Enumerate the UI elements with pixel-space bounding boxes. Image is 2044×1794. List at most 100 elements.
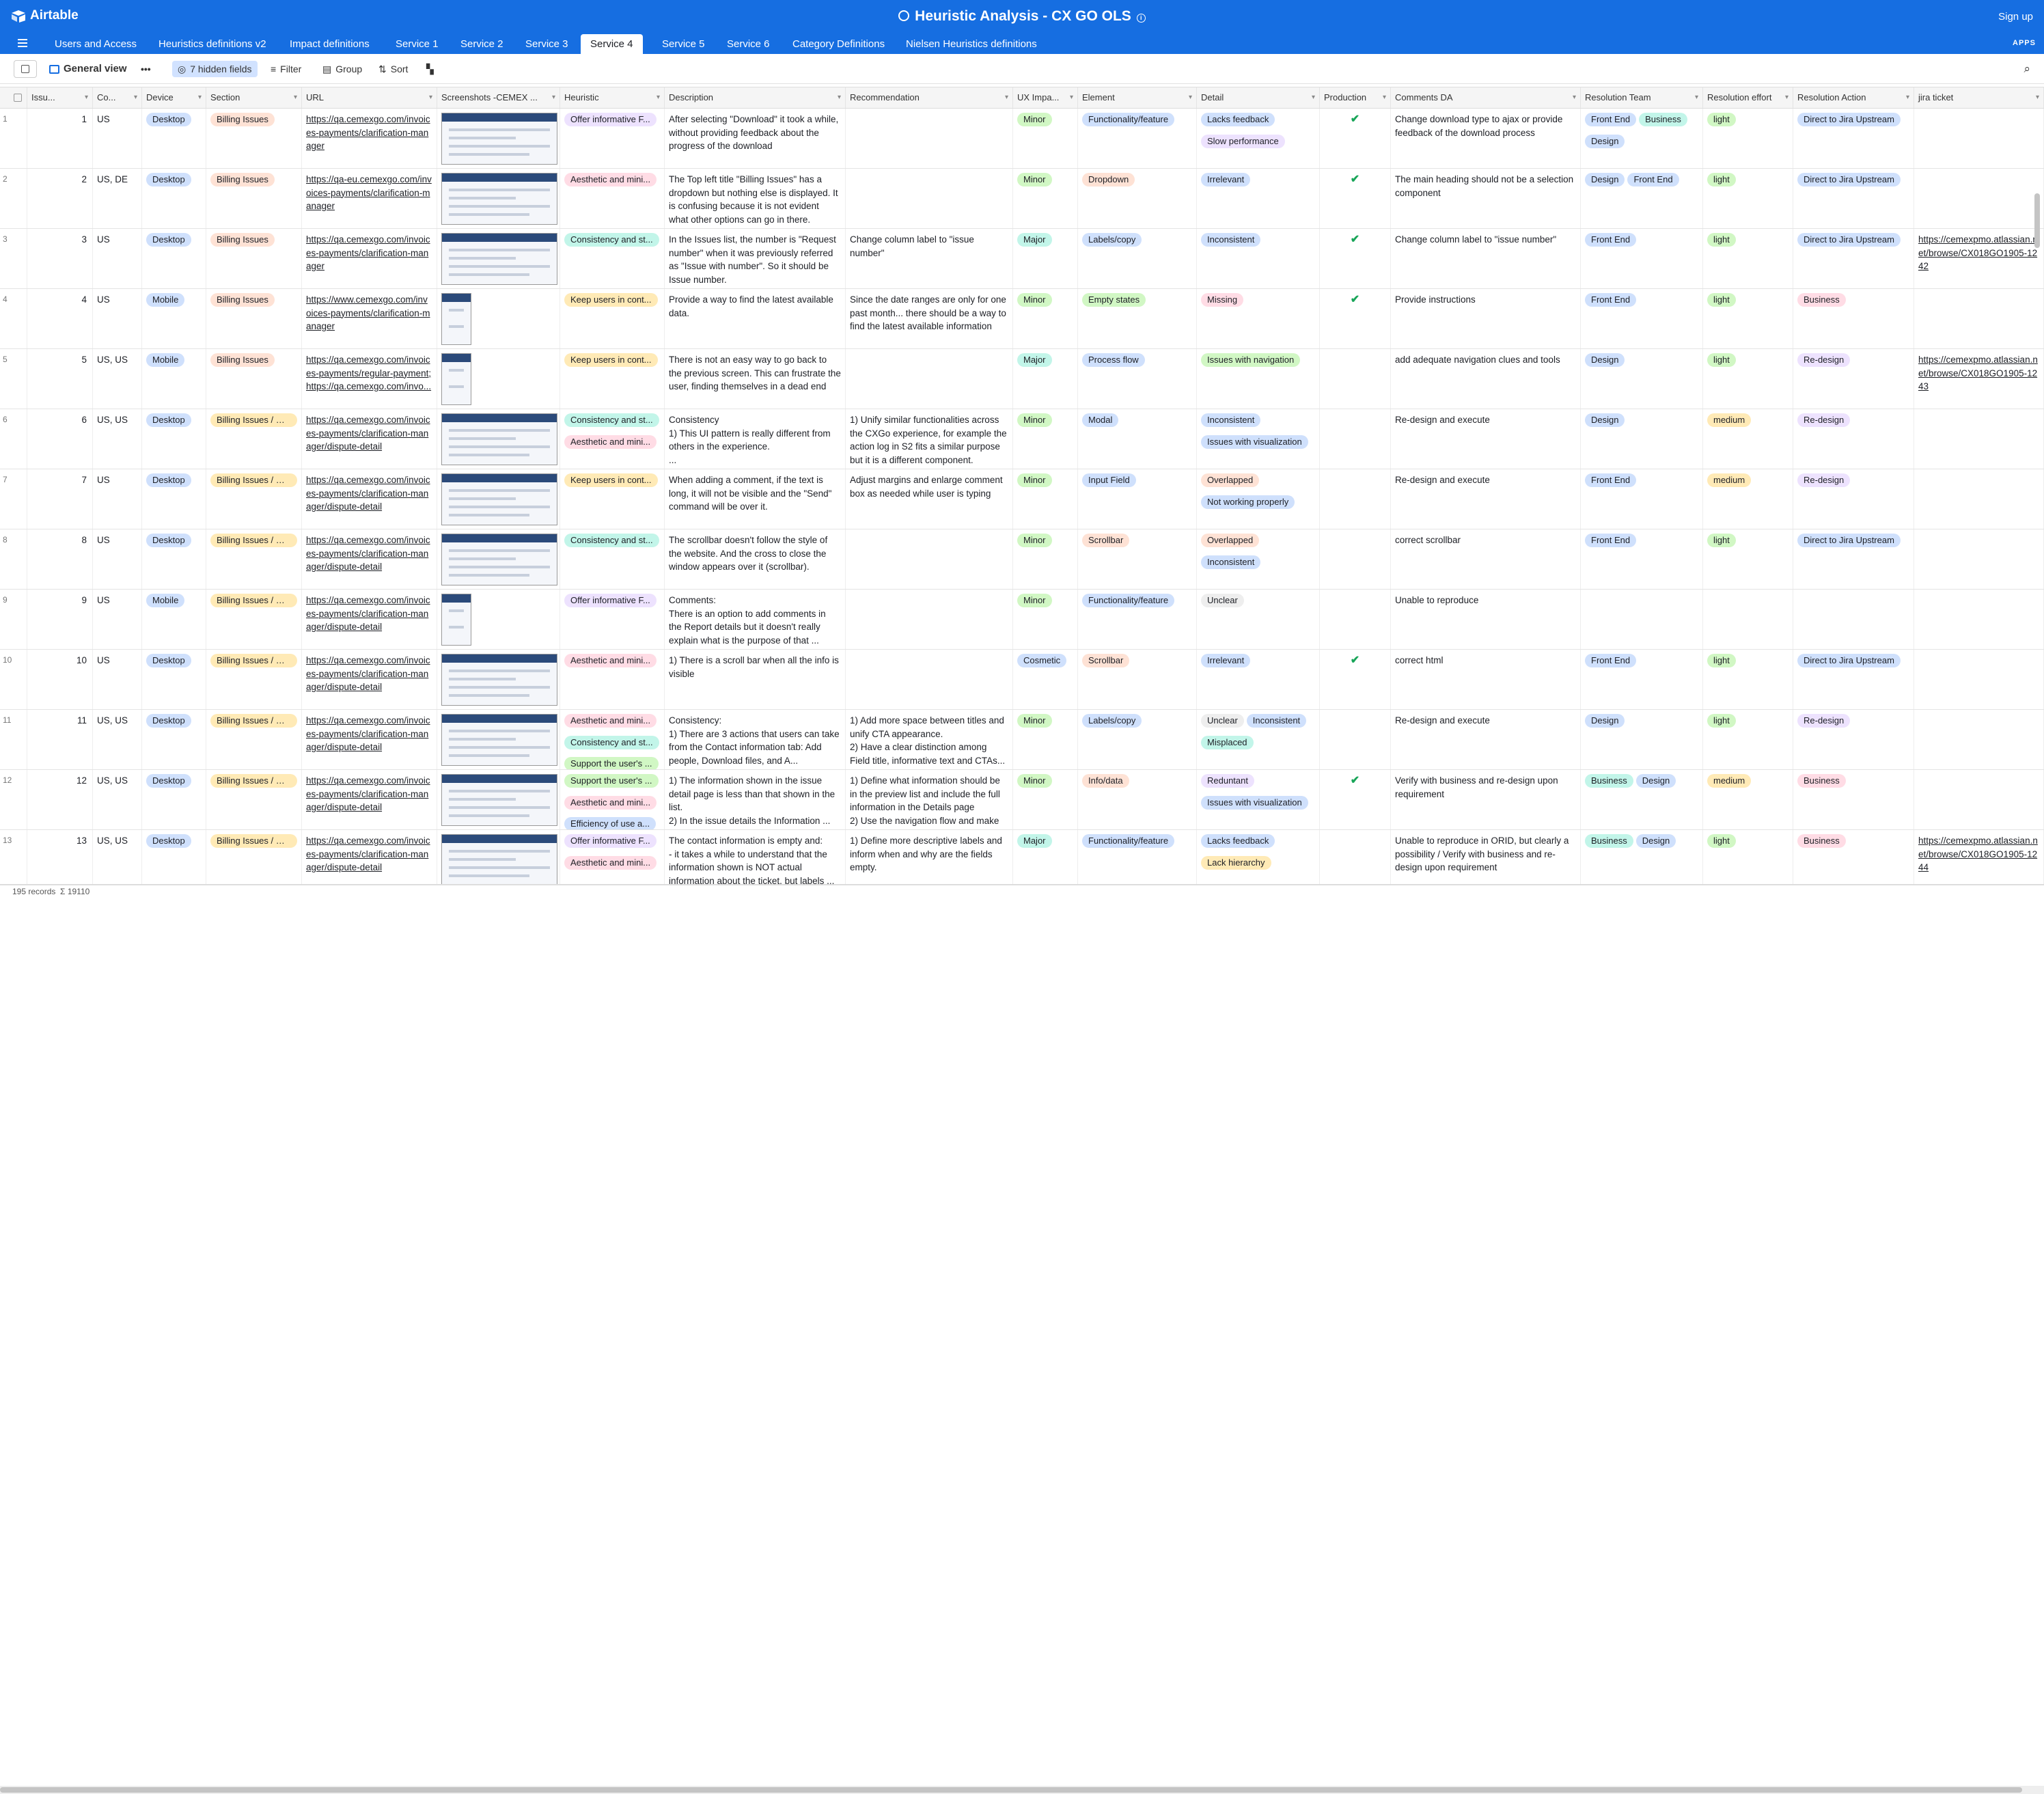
jira-ticket-cell[interactable] [1914, 710, 2044, 769]
jira-ticket-cell[interactable]: https://cemexpmo.atlassian.net/browse/CX… [1914, 229, 2044, 288]
column-header[interactable]: UX Impa... [1013, 87, 1078, 108]
url-cell[interactable]: https://qa.cemexgo.com/invoices-payments… [302, 710, 437, 769]
issue-cell[interactable]: 4 [27, 289, 93, 348]
url-link[interactable]: https://qa.cemexgo.com/invoices-payments… [306, 715, 430, 752]
detail-cell[interactable]: Unclear [1197, 590, 1320, 649]
device-cell[interactable]: Mobile [142, 349, 206, 409]
description-cell[interactable]: Comments: There is an option to add comm… [665, 590, 846, 649]
resolution-action-cell[interactable] [1793, 590, 1914, 649]
jira-ticket-cell[interactable] [1914, 289, 2044, 348]
search-icon[interactable]: ⌕ [2024, 62, 2030, 75]
tab-service-2[interactable]: Service 2 [460, 38, 503, 50]
comments-cell[interactable]: Provide instructions [1391, 289, 1581, 348]
production-cell[interactable]: ✔ [1320, 650, 1391, 709]
section-cell[interactable]: Billing Issues [206, 349, 302, 409]
resolution-action-cell[interactable]: Re-design [1793, 710, 1914, 769]
device-cell[interactable]: Desktop [142, 469, 206, 529]
column-header[interactable]: Comments DA [1391, 87, 1581, 108]
resolution-effort-cell[interactable]: light [1703, 710, 1793, 769]
screenshot-thumbnail[interactable] [441, 714, 557, 766]
column-header[interactable]: Resolution Team [1581, 87, 1703, 108]
resolution-effort-cell[interactable]: medium [1703, 770, 1793, 829]
url-cell[interactable]: https://qa.cemexgo.com/invoices-payments… [302, 109, 437, 168]
comments-cell[interactable]: Change column label to "issue number" [1391, 229, 1581, 288]
url-cell[interactable]: https://qa.cemexgo.com/invoices-payments… [302, 469, 437, 529]
comments-cell[interactable]: Verify with business and re-design upon … [1391, 770, 1581, 829]
detail-cell[interactable]: Issues with navigation [1197, 349, 1320, 409]
device-cell[interactable]: Desktop [142, 109, 206, 168]
country-cell[interactable]: US [93, 469, 142, 529]
issue-cell[interactable]: 10 [27, 650, 93, 709]
url-link[interactable]: https://qa.cemexgo.com/invoices-payments… [306, 836, 430, 872]
resolution-effort-cell[interactable] [1703, 590, 1793, 649]
url-cell[interactable]: https://qa.cemexgo.com/invoices-payments… [302, 650, 437, 709]
description-cell[interactable]: The scrollbar doesn't follow the style o… [665, 529, 846, 589]
issue-cell[interactable]: 8 [27, 529, 93, 589]
screenshot-thumbnail[interactable] [441, 834, 557, 884]
ux-impact-cell[interactable]: Minor [1013, 710, 1078, 769]
resolution-team-cell[interactable]: Design [1581, 409, 1703, 469]
comments-cell[interactable]: correct scrollbar [1391, 529, 1581, 589]
jira-ticket-cell[interactable] [1914, 529, 2044, 589]
comments-cell[interactable]: Change download type to ajax or provide … [1391, 109, 1581, 168]
screenshot-cell[interactable] [437, 169, 560, 228]
tab-category-definitions[interactable]: Category Definitions [792, 38, 885, 50]
screenshot-cell[interactable] [437, 650, 560, 709]
element-cell[interactable]: Labels/copy [1078, 229, 1197, 288]
url-link[interactable]: https://qa.cemexgo.com/invoices-payments… [306, 655, 430, 692]
resolution-action-cell[interactable]: Direct to Jira Upstream [1793, 109, 1914, 168]
tab-service-1[interactable]: Service 1 [396, 38, 439, 50]
recommendation-cell[interactable] [846, 169, 1013, 228]
element-cell[interactable]: Input Field [1078, 469, 1197, 529]
section-cell[interactable]: Billing Issues / De... [206, 409, 302, 469]
ux-impact-cell[interactable]: Cosmetic [1013, 650, 1078, 709]
description-cell[interactable]: Provide a way to find the latest availab… [665, 289, 846, 348]
resolution-action-cell[interactable]: Re-design [1793, 409, 1914, 469]
ux-impact-cell[interactable]: Minor [1013, 109, 1078, 168]
jira-ticket-cell[interactable] [1914, 469, 2044, 529]
country-cell[interactable]: US [93, 289, 142, 348]
ux-impact-cell[interactable]: Minor [1013, 409, 1078, 469]
resolution-team-cell[interactable]: Front End [1581, 469, 1703, 529]
heuristic-cell[interactable]: Offer informative F... [560, 109, 665, 168]
screenshot-cell[interactable] [437, 710, 560, 769]
url-cell[interactable]: https://qa.cemexgo.com/invoices-payments… [302, 229, 437, 288]
resolution-effort-cell[interactable]: light [1703, 289, 1793, 348]
column-header[interactable]: Element [1078, 87, 1197, 108]
url-link[interactable]: https://qa.cemexgo.com/invoices-payments… [306, 535, 430, 572]
screenshot-cell[interactable] [437, 770, 560, 829]
jira-link[interactable]: https://cemexpmo.atlassian.net/browse/CX… [1918, 355, 2038, 391]
description-cell[interactable]: In the Issues list, the number is "Reque… [665, 229, 846, 288]
url-cell[interactable]: https://qa.cemexgo.com/invoices-payments… [302, 830, 437, 884]
table-row[interactable]: 11 11 US, US Desktop Billing Issues / De... h… [0, 710, 2044, 770]
resolution-effort-cell[interactable]: medium [1703, 409, 1793, 469]
url-link[interactable]: https://qa.cemexgo.com/invoices-payments… [306, 415, 430, 452]
url-cell[interactable]: https://www.cemexgo.com/invoices-payment… [302, 289, 437, 348]
vertical-scrollbar[interactable] [2034, 193, 2040, 248]
filter-button[interactable]: ≡ Filter [271, 61, 301, 77]
resolution-action-cell[interactable]: Re-design [1793, 469, 1914, 529]
table-row[interactable]: 5 5 US, US Mobile Billing Issues https://qa.c… [0, 349, 2044, 409]
comments-cell[interactable]: Re-design and execute [1391, 409, 1581, 469]
device-cell[interactable]: Desktop [142, 830, 206, 884]
view-menu-icon[interactable]: ••• [141, 64, 151, 74]
url-link[interactable]: https://qa.cemexgo.com/invoices-payments… [306, 775, 430, 812]
sidebar-toggle-button[interactable] [14, 60, 37, 78]
element-cell[interactable]: Info/data [1078, 770, 1197, 829]
horizontal-scrollbar[interactable] [0, 1786, 2044, 1794]
url-cell[interactable]: https://qa-eu.cemexgo.com/invoices-payme… [302, 169, 437, 228]
recommendation-cell[interactable] [846, 529, 1013, 589]
recommendation-cell[interactable]: 1) Add more space between titles and uni… [846, 710, 1013, 769]
resolution-team-cell[interactable]: Front End Business Design [1581, 109, 1703, 168]
description-cell[interactable]: 1) The information shown in the issue de… [665, 770, 846, 829]
column-header[interactable]: Co... [93, 87, 142, 108]
detail-cell[interactable]: Unclear Inconsistent Misplaced [1197, 710, 1320, 769]
section-cell[interactable]: Billing Issues [206, 169, 302, 228]
info-icon[interactable]: i [1136, 14, 1146, 23]
column-header[interactable]: URL [302, 87, 437, 108]
sign-up-link[interactable]: Sign up [1998, 11, 2033, 23]
menu-icon[interactable] [18, 39, 27, 47]
heuristic-cell[interactable]: Keep users in cont... [560, 469, 665, 529]
description-cell[interactable]: After selecting "Download" it took a whi… [665, 109, 846, 168]
heuristic-cell[interactable]: Offer informative F... [560, 590, 665, 649]
